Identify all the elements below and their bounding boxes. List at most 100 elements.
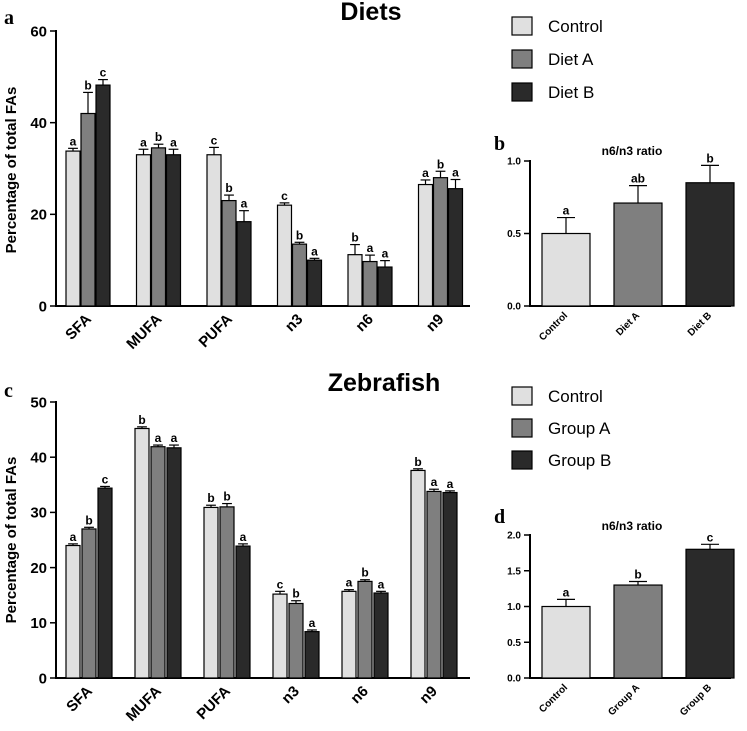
significance-label: a [155,431,162,445]
significance-label: b [207,491,214,505]
significance-label: a [563,585,570,599]
bar [377,266,393,307]
y-tick-label: 0.5 [507,638,521,649]
legend-label: Diet B [548,83,594,102]
significance-label: b [351,231,358,245]
y-tick-label: 0.0 [507,302,521,313]
significance-label: ab [631,172,645,186]
panel-letter: a [4,7,14,29]
y-tick-label: 2.0 [507,531,521,542]
significance-label: b [292,587,299,601]
bar [65,544,81,679]
chart-title: n6/n3 ratio [602,519,663,533]
x-tick-label: n3 [282,311,306,335]
bar [291,243,308,307]
bar [341,590,357,679]
x-tick-label: MUFA [123,311,165,353]
bar [288,602,304,679]
significance-label: b [84,78,91,92]
chart-panel-c: c Zebrafish Percentage of total FAs 0 10 20 30… [3,369,611,725]
bar [206,154,222,307]
significance-label: b [706,151,713,165]
significance-label: a [382,247,389,261]
bar [221,199,237,307]
significance-label: b [155,130,162,144]
legend: Control Group A Group B [511,386,611,470]
significance-label: c [102,472,109,486]
bar [236,221,252,307]
significance-label: a [70,530,77,544]
significance-label: b [85,513,92,527]
bar [150,446,166,679]
y-axis-label: Percentage of total FAs [3,457,20,624]
legend-swatch [511,418,533,438]
legend-label: Control [548,17,603,36]
bar [276,204,293,307]
x-tick-label: Control [537,310,570,343]
significance-label: a [563,204,570,218]
significance-label: b [437,157,444,171]
chart-title: n6/n3 ratio [602,144,663,158]
bar [304,631,320,679]
legend-swatch [511,16,533,36]
bar [373,592,389,679]
bar [432,177,449,307]
significance-label: a [452,166,459,180]
x-tick-label: MUFA [123,683,165,725]
bar [362,260,378,307]
significance-label: a [309,616,316,630]
significance-label: a [367,241,374,255]
x-tick-label: Diet B [686,310,714,338]
bar [165,154,182,307]
significance-label: a [378,577,385,591]
bar [426,490,442,679]
bar [80,112,96,307]
bar [447,188,464,307]
y-tick-label: 40 [30,115,47,132]
bar [166,447,182,679]
bar [65,150,81,307]
y-tick-label: 20 [30,560,47,577]
bar [97,487,113,679]
bar [685,182,735,307]
x-tick-label: Group B [678,682,714,718]
significance-label: c [277,577,284,591]
x-tick-label: n6 [352,311,376,335]
y-axis-label: Percentage of total FAs [3,87,20,254]
y-tick-label: 10 [30,615,47,632]
chart-title: Zebrafish [328,369,441,397]
bar [613,584,663,679]
significance-label: a [447,477,454,491]
y-tick-label: 1.0 [507,602,521,613]
bar [442,491,458,679]
significance-label: b [223,490,230,504]
y-tick-label: 30 [30,505,47,522]
bar [417,183,434,307]
bar [235,545,251,679]
significance-label: c [211,133,218,147]
bar [150,147,167,307]
bar [347,254,363,307]
significance-label: a [431,475,438,489]
significance-label: b [634,567,641,581]
x-tick-label: n9 [423,311,447,335]
bar [613,202,663,307]
y-tick-label: 0.5 [507,229,521,240]
x-tick-label: Control [537,682,570,715]
panel-letter: b [494,133,505,155]
significance-label: a [346,576,353,590]
legend-swatch [511,82,533,102]
bar [685,548,735,679]
y-tick-label: 20 [30,207,47,224]
significance-label: b [225,181,232,195]
bar [135,154,152,307]
significance-label: b [296,228,303,242]
bar [81,528,97,679]
x-tick-label: SFA [63,683,96,716]
legend-swatch [511,386,533,406]
significance-label: b [414,455,421,469]
significance-label: a [422,166,429,180]
significance-label: c [100,66,107,80]
significance-label: c [281,189,288,203]
